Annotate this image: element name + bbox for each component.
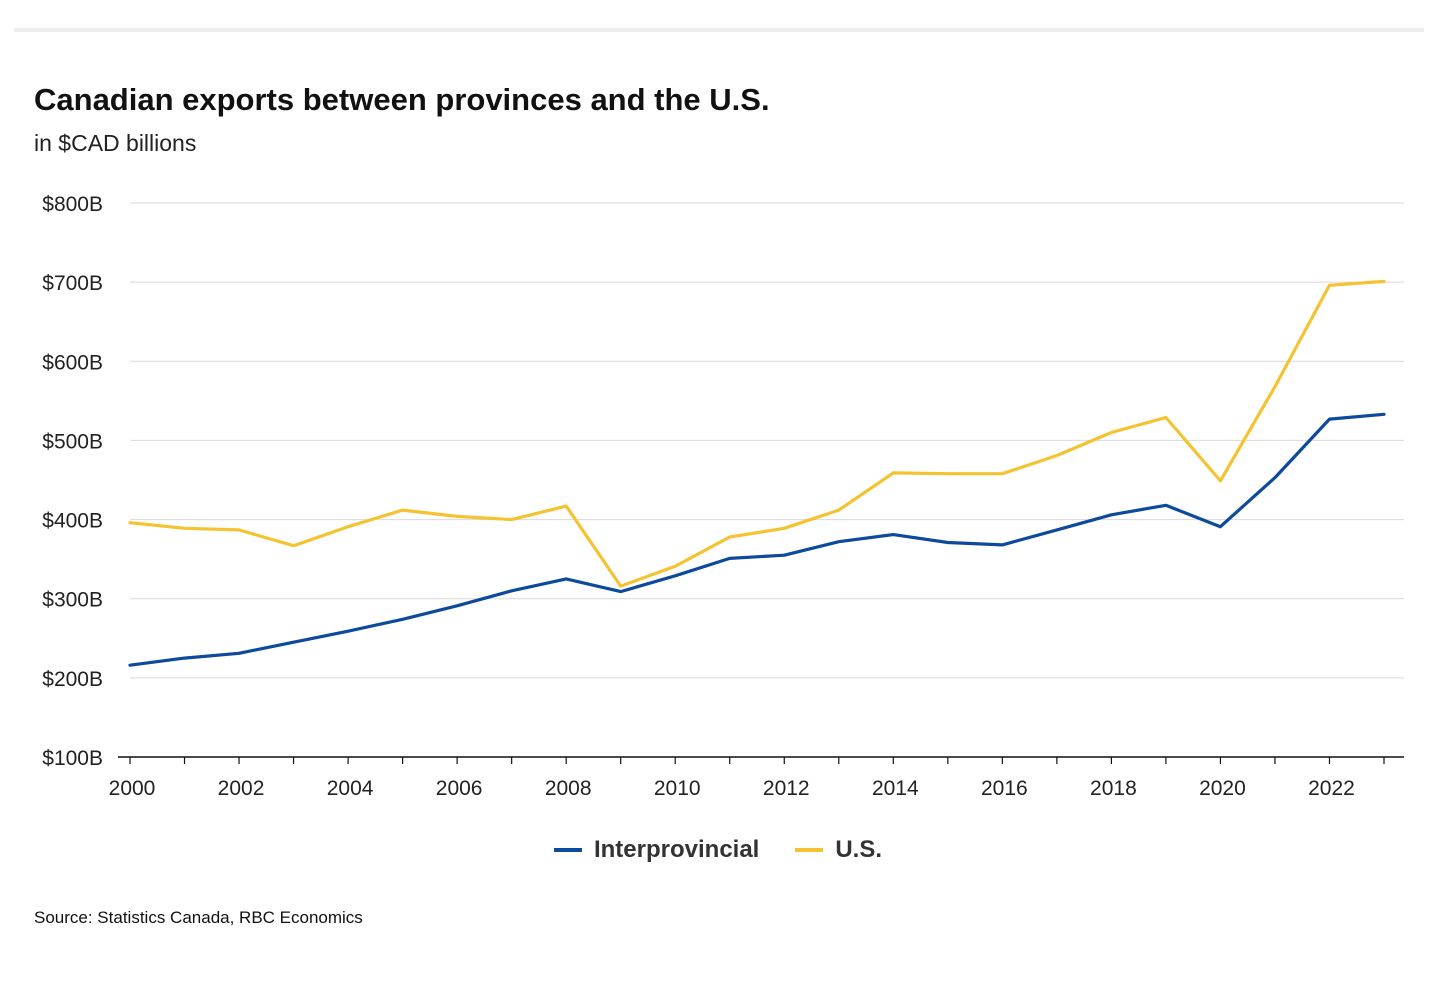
series-line-us bbox=[128, 279, 1386, 588]
series-line-interprovincial bbox=[128, 412, 1386, 667]
y-tick-label: $700B bbox=[42, 272, 103, 295]
x-tick-label: 2018 bbox=[1090, 777, 1137, 800]
x-axis: 2000 2002 2004 2006 2008 2010 2012 2014 2016 2018… bbox=[109, 756, 1404, 800]
y-tick-label: $100B bbox=[42, 747, 103, 770]
series-lines bbox=[128, 279, 1386, 667]
chart-title: Canadian exports between provinces and t… bbox=[34, 82, 770, 117]
y-axis-ticks: $100B $200B $300B $400B $500B $600B $700B $800B bbox=[42, 193, 103, 770]
x-tick-label: 2020 bbox=[1199, 777, 1246, 800]
x-tick-label: 2012 bbox=[763, 777, 810, 800]
legend-swatch-interprovincial bbox=[553, 848, 582, 852]
y-tick-label: $800B bbox=[42, 193, 103, 216]
legend-label-interprovincial: Interprovincial bbox=[593, 836, 760, 863]
x-tick-label: 2006 bbox=[436, 777, 483, 800]
x-tick-label: 2010 bbox=[654, 777, 701, 800]
y-tick-label: $400B bbox=[42, 510, 103, 533]
legend-item-us: U.S. bbox=[795, 836, 882, 864]
legend-swatch-us bbox=[795, 848, 824, 852]
x-tick-label: 2000 bbox=[109, 777, 156, 800]
gridlines bbox=[130, 202, 1404, 679]
x-tick-label: 2016 bbox=[981, 777, 1028, 800]
y-tick-label: $200B bbox=[42, 668, 103, 691]
x-tick-label: 2014 bbox=[872, 777, 919, 800]
top-divider bbox=[14, 28, 1424, 32]
x-tick-label: 2008 bbox=[545, 777, 592, 800]
legend: Interprovincial U.S. bbox=[0, 836, 1436, 864]
x-tick-label: 2002 bbox=[218, 777, 265, 800]
legend-item-interprovincial: Interprovincial bbox=[553, 836, 760, 864]
x-tick-label: 2022 bbox=[1308, 777, 1355, 800]
x-tick-label: 2004 bbox=[327, 777, 374, 800]
y-tick-label: $500B bbox=[42, 430, 103, 453]
chart-subtitle: in $CAD billions bbox=[34, 130, 197, 156]
source-note: Source: Statistics Canada, RBC Economics bbox=[34, 908, 363, 927]
legend-label-us: U.S. bbox=[835, 836, 883, 863]
y-tick-label: $300B bbox=[42, 589, 103, 612]
y-tick-label: $600B bbox=[42, 351, 103, 374]
